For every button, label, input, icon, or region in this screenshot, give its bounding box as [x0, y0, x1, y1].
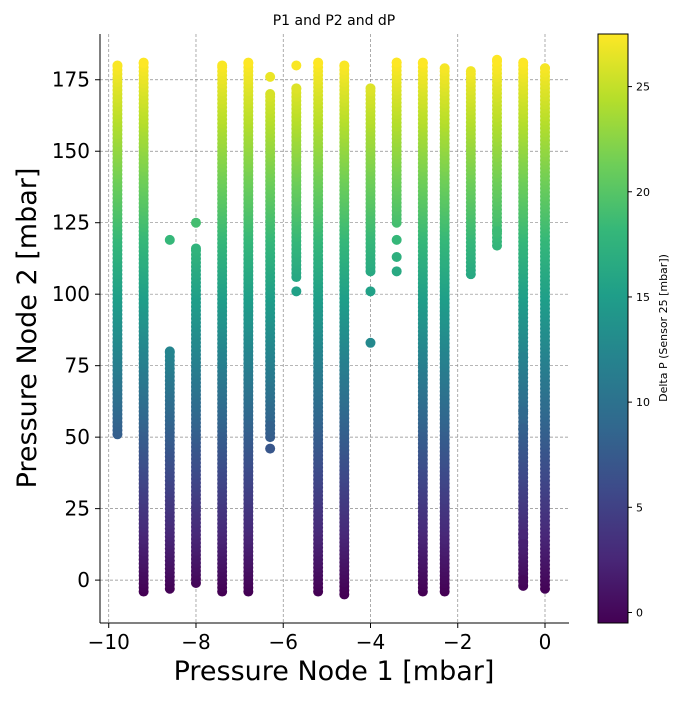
- axes: [99, 34, 569, 624]
- y-tick-label: 175: [52, 68, 90, 92]
- x-tick-label: −4: [356, 630, 385, 654]
- data-point: [243, 57, 254, 68]
- data-point: [291, 60, 302, 71]
- data-point: [291, 286, 302, 297]
- colorbar-tick-label: 10: [636, 396, 650, 409]
- data-point: [313, 57, 324, 68]
- data-point: [391, 234, 402, 245]
- x-tick-label: −8: [181, 630, 210, 654]
- data-point: [190, 243, 201, 254]
- data-point: [190, 217, 201, 228]
- data-point: [365, 83, 376, 94]
- data-point: [265, 89, 276, 100]
- data-point: [164, 346, 175, 357]
- data-point: [391, 57, 402, 68]
- x-tick-label: 0: [539, 630, 552, 654]
- data-points: [112, 54, 551, 600]
- colorbar: 0 5 10 15 20 25: [597, 33, 650, 624]
- data-point: [391, 266, 402, 277]
- data-point: [365, 286, 376, 297]
- data-point: [439, 63, 450, 74]
- data-point: [540, 63, 551, 74]
- data-point: [492, 54, 503, 65]
- data-point: [265, 71, 276, 82]
- data-point: [518, 537, 529, 548]
- x-tick-label: −10: [88, 630, 130, 654]
- data-point: [138, 57, 149, 68]
- x-tick-label: −2: [443, 630, 472, 654]
- data-point: [518, 423, 529, 434]
- data-point: [518, 529, 529, 540]
- data-point: [492, 226, 503, 237]
- colorbar-tick-label: 25: [636, 81, 650, 94]
- x-tick-label: −6: [268, 630, 297, 654]
- data-point: [291, 83, 302, 94]
- data-point: [365, 337, 376, 348]
- y-tick-label: 150: [52, 139, 90, 163]
- chart-title: P1 and P2 and dP: [273, 13, 396, 29]
- data-point: [518, 575, 529, 586]
- data-point: [265, 420, 276, 431]
- data-point: [112, 60, 123, 71]
- colorbar-tick-label: 15: [636, 291, 650, 304]
- y-tick-label: 125: [52, 211, 90, 235]
- y-tick-label: 50: [65, 425, 90, 449]
- data-point: [339, 60, 350, 71]
- colorbar-gradient: [597, 33, 629, 624]
- x-axis-label: Pressure Node 1 [mbar]: [174, 656, 495, 687]
- data-point: [518, 57, 529, 68]
- y-tick-label: 0: [77, 568, 90, 592]
- data-point: [518, 406, 529, 417]
- tick-labels: −10 −8 −6 −4 −2 0 0 25 50 75 100 125 150 175: [52, 68, 552, 654]
- y-axis-label: Pressure Node 2 [mbar]: [12, 168, 43, 489]
- data-point: [417, 57, 428, 68]
- data-point: [164, 234, 175, 245]
- y-tick-label: 25: [65, 497, 90, 521]
- colorbar-label: Delta P (Sensor 25 [mbar]): [657, 254, 670, 402]
- colorbar-tick-label: 20: [636, 186, 650, 199]
- data-point: [391, 252, 402, 263]
- data-point: [265, 443, 276, 454]
- data-point: [217, 60, 228, 71]
- data-point: [465, 66, 476, 77]
- colorbar-tick-label: 5: [636, 501, 643, 514]
- y-tick-label: 75: [65, 354, 90, 378]
- colorbar-tick-label: 0: [636, 606, 643, 619]
- data-point: [518, 352, 529, 363]
- y-tick-label: 100: [52, 282, 90, 306]
